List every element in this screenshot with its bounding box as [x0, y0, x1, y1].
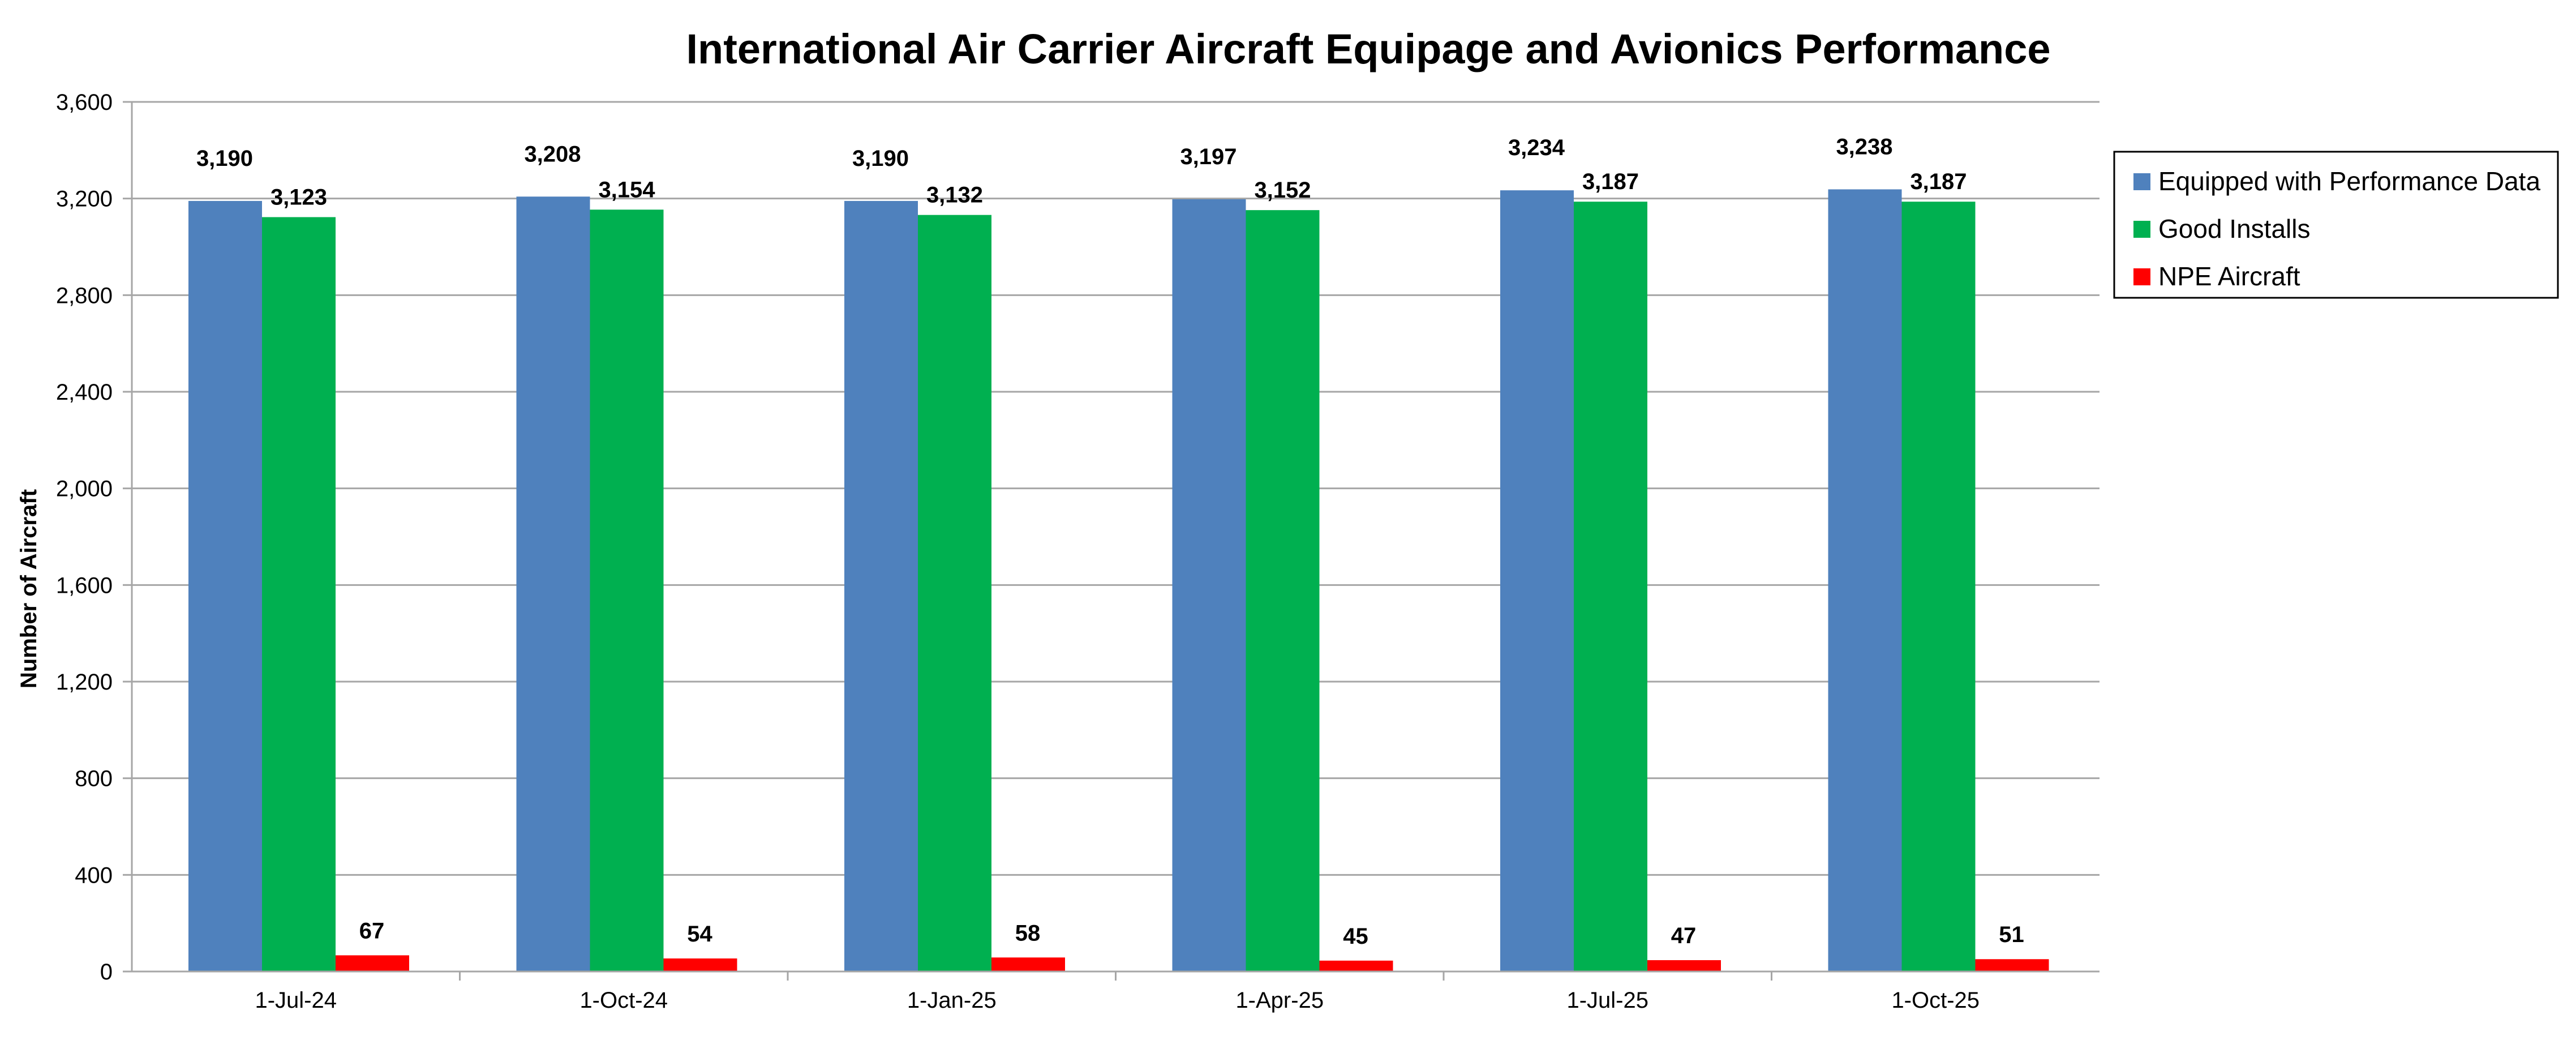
y-tick-label: 800	[75, 767, 113, 791]
y-tick-label: 2,800	[56, 283, 113, 308]
bar-equipped-with-performance-data	[1172, 199, 1246, 971]
bar-npe-aircraft	[1319, 960, 1393, 971]
data-label: 3,187	[1582, 169, 1639, 194]
bars	[188, 189, 2049, 972]
legend-label: Good Installs	[2158, 214, 2310, 243]
data-label: 47	[1671, 923, 1697, 948]
data-label: 3,154	[598, 177, 655, 202]
chart-title: International Air Carrier Aircraft Equip…	[686, 25, 2050, 72]
bar-equipped-with-performance-data	[188, 200, 262, 971]
y-tick-label: 2,000	[56, 477, 113, 502]
data-label: 3,152	[1254, 178, 1311, 203]
x-tick-label: 1-Oct-24	[579, 988, 668, 1013]
x-tick-label: 1-Jul-24	[255, 988, 337, 1013]
y-tick-label: 3,600	[56, 90, 113, 115]
y-tick-label: 0	[100, 960, 113, 985]
data-label: 3,187	[1910, 169, 1967, 194]
x-tick-label: 1-Apr-25	[1235, 988, 1324, 1013]
y-tick-label: 400	[75, 863, 113, 888]
y-tick-label: 2,400	[56, 380, 113, 405]
bar-npe-aircraft	[336, 955, 409, 971]
bar-npe-aircraft	[1647, 960, 1721, 971]
y-tick-label: 1,600	[56, 573, 113, 598]
bar-good-installs	[590, 209, 664, 971]
bar-good-installs	[1246, 210, 1320, 971]
x-tick-label: 1-Oct-25	[1891, 988, 1980, 1013]
data-label: 3,190	[196, 146, 253, 171]
legend: Equipped with Performance Data Good Insta…	[2113, 151, 2559, 299]
bar-good-installs	[262, 217, 336, 971]
legend-swatch	[2133, 221, 2150, 238]
axes: 0 400 800 1,200 1,600 2,000 2,400 2,800 3,200 3,6…	[56, 90, 2100, 1013]
data-label: 3,123	[271, 185, 327, 210]
bar-good-installs	[918, 215, 991, 972]
bar-good-installs	[1901, 202, 1976, 971]
bar-equipped-with-performance-data	[844, 200, 918, 971]
data-label: 3,234	[1508, 135, 1565, 160]
legend-box	[2113, 151, 2559, 299]
bar-equipped-with-performance-data	[1500, 190, 1574, 971]
data-label: 58	[1015, 921, 1041, 945]
data-label: 45	[1343, 924, 1368, 949]
y-tick-label: 3,200	[56, 187, 113, 212]
data-label: 51	[1999, 922, 2024, 947]
legend-label: NPE Aircraft	[2158, 262, 2300, 291]
data-label: 3,208	[524, 142, 581, 166]
data-label: 3,197	[1180, 144, 1237, 169]
bar-equipped-with-performance-data	[1828, 189, 1902, 971]
data-label: 54	[687, 922, 712, 947]
data-label: 67	[359, 918, 385, 943]
legend-label: Equipped with Performance Data	[2158, 166, 2540, 196]
legend-swatch	[2133, 173, 2150, 190]
bar-npe-aircraft	[1975, 959, 2049, 971]
bar-equipped-with-performance-data	[516, 196, 590, 972]
data-labels: 3,190 3,123 67 3,208 3,154 54 3,190 3,132 58 3,19…	[196, 134, 2024, 948]
bar-npe-aircraft	[663, 958, 737, 971]
data-label: 3,190	[852, 146, 909, 171]
data-label: 3,132	[926, 183, 983, 208]
bar-good-installs	[1574, 202, 1647, 971]
bar-npe-aircraft	[991, 957, 1065, 971]
legend-swatch	[2133, 268, 2150, 285]
gridlines	[132, 101, 2100, 876]
data-label: 3,238	[1836, 134, 1892, 159]
x-tick-label: 1-Jul-25	[1566, 988, 1648, 1013]
y-tick-label: 1,200	[56, 670, 113, 695]
y-axis-label: Number of Aircraft	[16, 489, 41, 688]
x-tick-label: 1-Jan-25	[907, 988, 997, 1013]
